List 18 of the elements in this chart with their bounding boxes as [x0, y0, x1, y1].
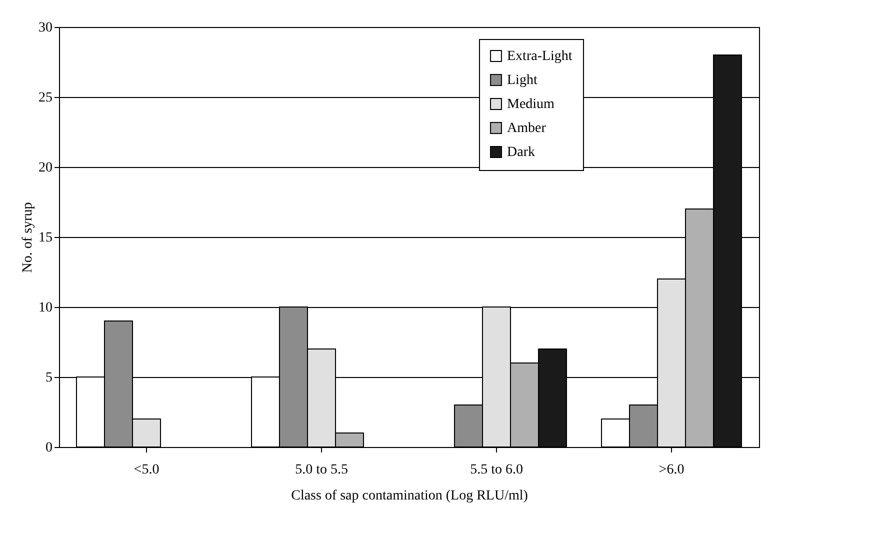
y-tick-label: 0	[46, 440, 52, 456]
x-tick-label: <5.0	[134, 462, 160, 478]
legend-label: Light	[507, 73, 538, 88]
x-axis-title: Class of sap contamination (Log RLU/ml)	[291, 488, 528, 504]
y-tick-label: 30	[38, 20, 52, 36]
legend-label: Amber	[507, 121, 546, 136]
y-tick-label: 15	[38, 230, 52, 246]
y-tick-label: 20	[38, 160, 52, 176]
x-tick-label: >6.0	[658, 462, 684, 478]
y-tick-label: 10	[38, 300, 52, 316]
x-tick-label: 5.0 to 5.5	[295, 462, 348, 478]
y-axis-title: No. of syrup	[20, 202, 36, 273]
legend-label: Medium	[507, 97, 555, 112]
y-tick-label: 5	[46, 370, 52, 386]
legend-label: Extra-Light	[507, 49, 572, 64]
x-tick-label: 5.5 to 6.0	[470, 462, 523, 478]
y-tick-label: 25	[38, 90, 52, 106]
legend-label: Dark	[507, 145, 535, 160]
